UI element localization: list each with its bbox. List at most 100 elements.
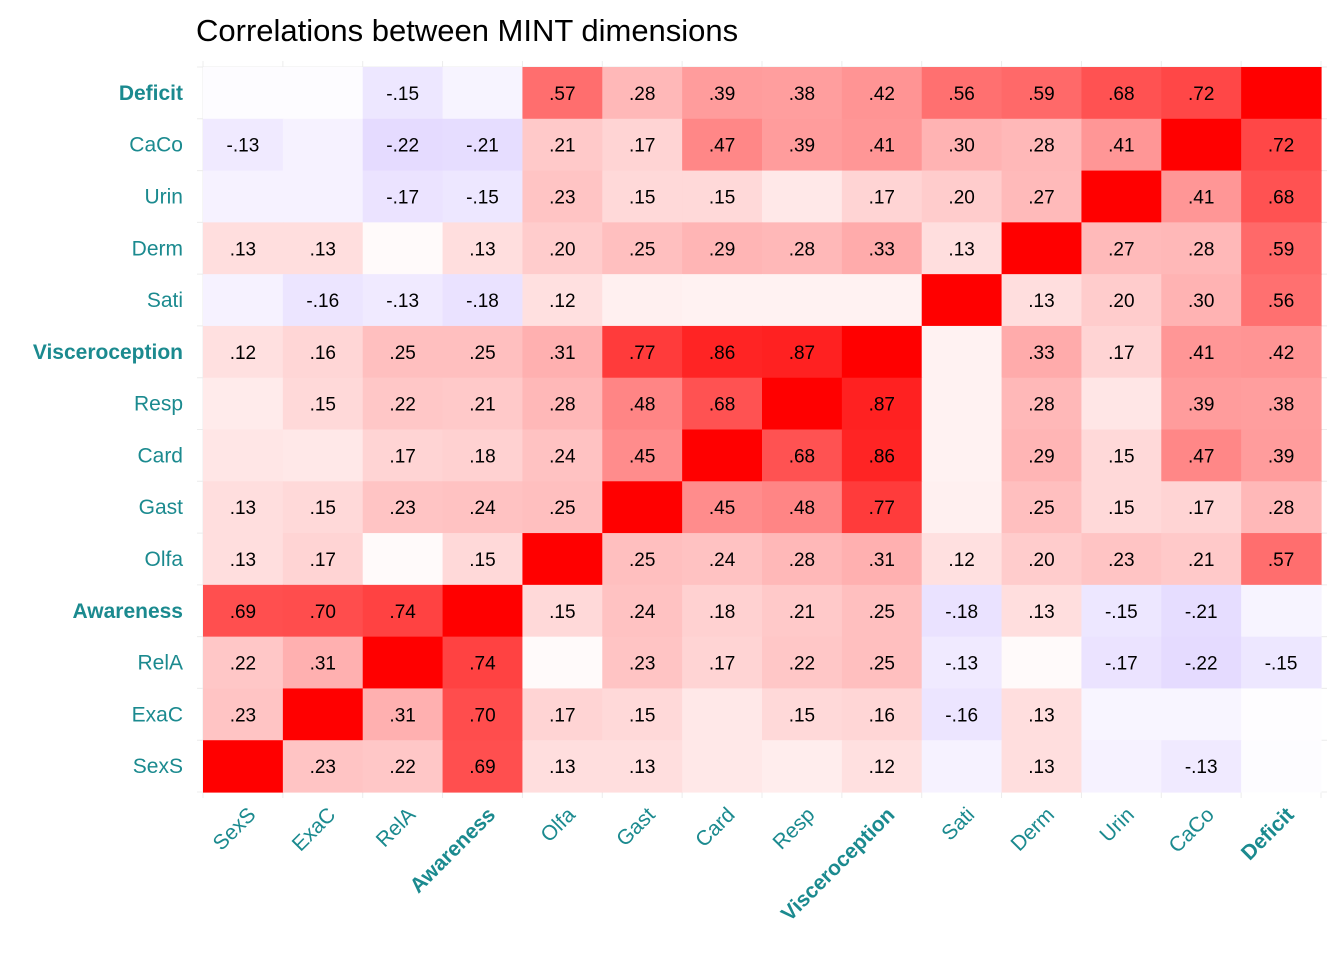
heatmap-cell-caco-visceroception xyxy=(841,118,923,172)
heatmap-cell-visceroception-caco xyxy=(1161,325,1242,379)
heatmap-cell-sexs-exac xyxy=(282,740,364,793)
cell-value-label: .23 xyxy=(549,187,575,208)
cell-value-label: .25 xyxy=(469,343,495,364)
cell-value-label: .17 xyxy=(869,187,895,208)
heatmap-cell-sati-derm xyxy=(1001,274,1083,327)
cell-value-label: .15 xyxy=(469,550,495,571)
cell-value-label: -.17 xyxy=(386,187,419,208)
heatmap-cell-resp-card xyxy=(682,377,763,431)
x-tick-label-deficit: Deficit xyxy=(1237,803,1299,865)
cell-value-label: .68 xyxy=(789,446,815,467)
cell-value-label: .15 xyxy=(310,498,336,519)
heatmap-cell-rela-deficit xyxy=(1241,636,1322,690)
cell-value-label: .15 xyxy=(549,602,575,623)
cell-value-label: -.13 xyxy=(1185,757,1218,778)
heatmap-cell-olfa-caco xyxy=(1161,533,1242,586)
heatmap-cell-sexs-rela xyxy=(362,740,444,793)
heatmap-cell-resp-olfa xyxy=(522,377,603,431)
cell-value-label: .39 xyxy=(1188,395,1214,416)
heatmap-cell-exac-derm xyxy=(1001,688,1083,741)
heatmap-cell-derm-exac xyxy=(282,222,364,275)
cell-value-label: .20 xyxy=(549,239,575,260)
heatmap-cell-rela-gast xyxy=(602,636,683,690)
heatmap-cell-rela-awareness xyxy=(442,636,524,690)
y-tick-label-deficit: Deficit xyxy=(119,82,183,105)
cell-value-label: .86 xyxy=(709,343,735,364)
heatmap-cell-sati-deficit xyxy=(1241,274,1322,327)
heatmap-cell-deficit-deficit xyxy=(1241,67,1322,120)
heatmap-cell-sati-olfa xyxy=(522,274,603,327)
heatmap-cell-rela-resp xyxy=(762,636,843,690)
cell-value-label: .21 xyxy=(789,602,815,623)
heatmap-cell-visceroception-sati xyxy=(921,325,1003,379)
heatmap-cell-rela-card xyxy=(682,636,763,690)
cell-value-label: .23 xyxy=(1108,550,1134,571)
heatmap-cell-urin-gast xyxy=(602,170,683,223)
cell-value-label: .15 xyxy=(789,705,815,726)
cell-value-label: .42 xyxy=(869,84,895,105)
heatmap-cell-visceroception-visceroception xyxy=(841,325,923,379)
heatmap-cell-resp-sexs xyxy=(203,377,284,431)
y-tick-label-awareness: Awareness xyxy=(72,600,183,623)
cell-value-label: .77 xyxy=(629,343,655,364)
heatmap-cell-exac-sexs xyxy=(203,688,284,741)
cell-value-label: .13 xyxy=(230,498,256,519)
heatmap-cell-visceroception-exac xyxy=(282,325,364,379)
heatmap-cell-gast-urin xyxy=(1081,481,1162,534)
cell-value-label: .13 xyxy=(230,239,256,260)
x-tick-label-resp: Resp xyxy=(769,803,820,854)
heatmap-cell-deficit-urin xyxy=(1081,67,1162,120)
cell-value-label: .18 xyxy=(469,446,495,467)
cell-value-label: .70 xyxy=(310,602,336,623)
heatmap-cell-derm-sexs xyxy=(203,222,284,275)
cell-value-label: .12 xyxy=(230,343,256,364)
heatmap-cell-gast-rela xyxy=(362,481,444,534)
heatmap-cell-urin-sexs xyxy=(203,170,284,223)
heatmap-cell-card-rela xyxy=(362,429,444,482)
heatmap-cell-gast-resp xyxy=(762,481,843,534)
heatmap-cell-urin-urin xyxy=(1081,170,1162,223)
heatmap-cell-visceroception-awareness xyxy=(442,325,524,379)
heatmap-cell-olfa-deficit xyxy=(1241,533,1322,586)
heatmap-cell-olfa-olfa xyxy=(522,533,603,586)
heatmap-cell-gast-exac xyxy=(282,481,364,534)
cell-value-label: .28 xyxy=(549,395,575,416)
cell-value-label: .29 xyxy=(709,239,735,260)
heatmap-cell-awareness-visceroception xyxy=(841,584,923,638)
heatmap-cell-urin-visceroception xyxy=(841,170,923,223)
cell-value-label: .41 xyxy=(1108,136,1134,157)
cell-value-label: .69 xyxy=(230,602,256,623)
cell-value-label: .41 xyxy=(1188,343,1214,364)
cell-value-label: .25 xyxy=(629,550,655,571)
heatmap-cell-deficit-card xyxy=(682,67,763,120)
heatmap-cell-exac-caco xyxy=(1161,688,1242,741)
cell-value-label: .86 xyxy=(869,446,895,467)
heatmap-cell-exac-olfa xyxy=(522,688,603,741)
heatmap-cell-resp-derm xyxy=(1001,377,1083,431)
cell-value-label: .23 xyxy=(230,705,256,726)
x-tick-label-derm: Derm xyxy=(1006,803,1059,856)
cell-value-label: .13 xyxy=(549,757,575,778)
heatmap-cell-derm-olfa xyxy=(522,222,603,275)
cell-value-label: .17 xyxy=(1108,343,1134,364)
y-tick-label-urin: Urin xyxy=(144,185,183,208)
heatmap-cell-sexs-caco xyxy=(1161,740,1242,793)
heatmap-cell-olfa-resp xyxy=(762,533,843,586)
cell-value-label: .17 xyxy=(389,446,415,467)
heatmap-cell-caco-caco xyxy=(1161,118,1242,172)
cell-value-label: .13 xyxy=(629,757,655,778)
heatmap-cell-exac-awareness xyxy=(442,688,524,741)
cell-value-label: .38 xyxy=(789,84,815,105)
cell-value-label: .47 xyxy=(709,136,735,157)
heatmap-cell-card-card xyxy=(682,429,763,482)
heatmap-cell-card-deficit xyxy=(1241,429,1322,482)
cell-value-label: .87 xyxy=(789,343,815,364)
heatmap-cell-card-caco xyxy=(1161,429,1242,482)
heatmap-cell-caco-sexs xyxy=(203,118,284,172)
cell-value-label: .15 xyxy=(310,395,336,416)
heatmap-cell-caco-olfa xyxy=(522,118,603,172)
heatmap-cell-awareness-derm xyxy=(1001,584,1083,638)
x-tick-label-rela: RelA xyxy=(372,803,420,851)
heatmap-cell-resp-exac xyxy=(282,377,364,431)
heatmap-cell-olfa-derm xyxy=(1001,533,1083,586)
